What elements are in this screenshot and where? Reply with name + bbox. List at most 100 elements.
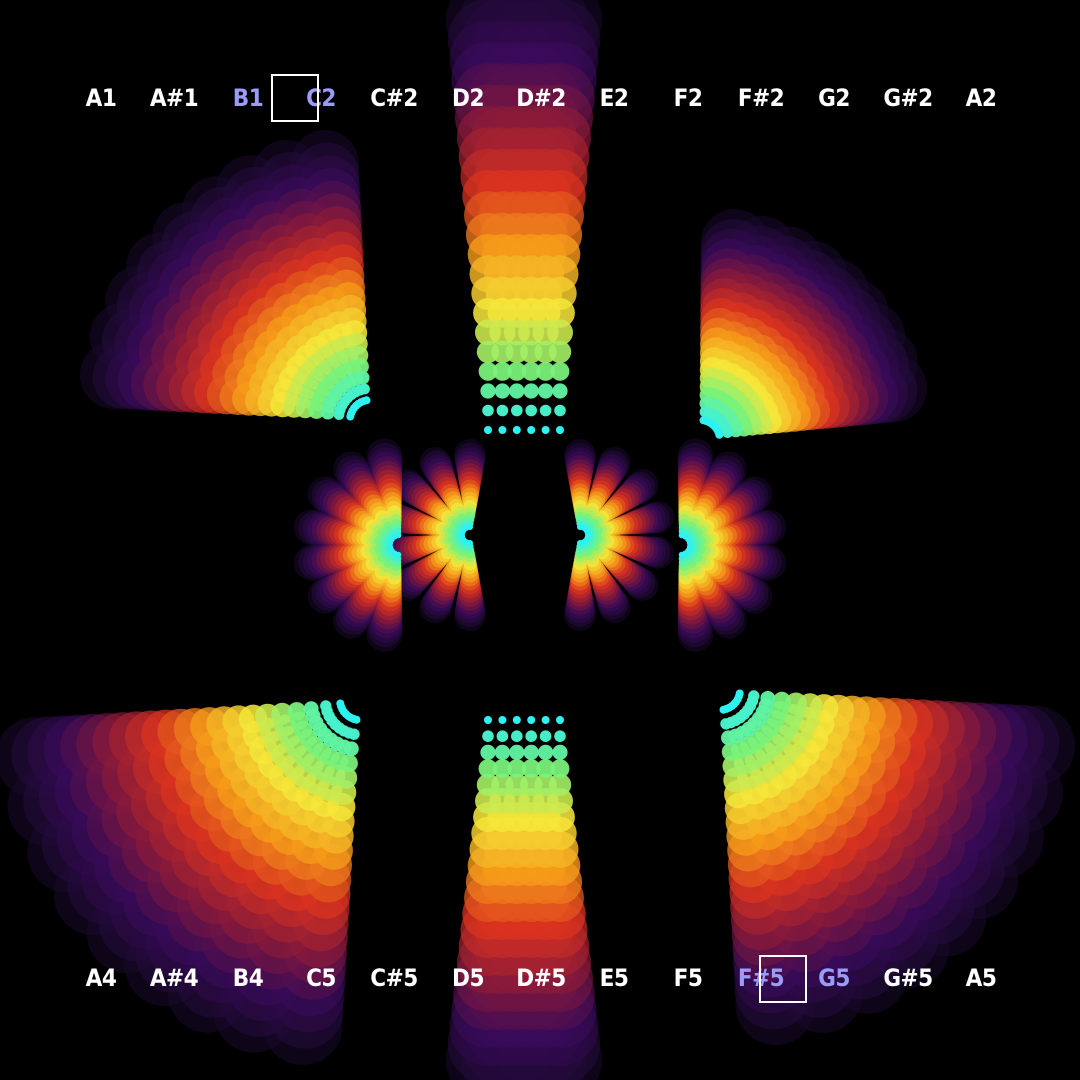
- visualizer-dot: [271, 702, 294, 725]
- visualizer-dot: [484, 426, 492, 434]
- visualizer-dot: [539, 404, 552, 417]
- note-a-sharp-4[interactable]: A#4: [149, 964, 199, 992]
- visualizer-dot: [482, 404, 494, 417]
- visualizer-dot: [556, 716, 564, 724]
- visualizer-dot: [541, 716, 550, 724]
- note-g5[interactable]: G5: [818, 964, 850, 992]
- visualizer-dot: [498, 426, 507, 434]
- visualizer-dot: [359, 383, 370, 395]
- visualizer-dot: [511, 404, 523, 417]
- note-d-sharp-2[interactable]: D#2: [516, 84, 566, 112]
- visualizer-dot: [523, 383, 539, 399]
- note-a5[interactable]: A5: [965, 964, 997, 992]
- note-f5[interactable]: F5: [673, 964, 703, 992]
- note-a2[interactable]: A2: [965, 84, 997, 112]
- visualizer-dot: [554, 404, 566, 417]
- visualizer-dot: [536, 759, 555, 778]
- visualizer-dot: [538, 383, 554, 399]
- note-a4[interactable]: A4: [85, 964, 117, 992]
- visualizer-dot: [480, 383, 496, 399]
- visualizer-dot: [538, 744, 554, 761]
- visualizer-dot: [484, 716, 492, 724]
- note-c5[interactable]: C5: [306, 964, 336, 992]
- visualizer-dot: [395, 532, 402, 539]
- visualizer-dot: [287, 702, 306, 721]
- visualizer-dot: [496, 404, 509, 417]
- visualizer-dot: [545, 298, 575, 328]
- visualizer-dot: [721, 730, 736, 746]
- visualizer-dot: [478, 759, 498, 778]
- note-a-sharp-1[interactable]: A#1: [149, 84, 199, 112]
- visualizer-dot: [494, 383, 510, 399]
- visualizer-dot: [548, 340, 572, 364]
- note-c-sharp-5[interactable]: C#5: [370, 964, 418, 992]
- visualizer-dot: [547, 788, 573, 814]
- note-e2[interactable]: E2: [599, 84, 629, 112]
- visualizer-dot: [722, 427, 733, 438]
- visualizer-dot: [552, 744, 568, 761]
- visualizer-dot: [722, 755, 745, 777]
- note-g-sharp-2[interactable]: G#2: [883, 84, 933, 112]
- visualizer-dot: [512, 716, 521, 724]
- note-e5[interactable]: E5: [599, 964, 629, 992]
- visualizer-dot: [720, 718, 732, 730]
- visualizer-dot: [480, 744, 496, 761]
- note-d-sharp-5[interactable]: D#5: [516, 964, 566, 992]
- visualizer-dot: [493, 362, 512, 381]
- note-d2[interactable]: D2: [452, 84, 484, 112]
- visualizer-dot: [678, 551, 685, 558]
- visualizer-dot: [352, 358, 369, 375]
- visualizer-dot: [525, 404, 537, 417]
- visualizer-dot: [721, 742, 741, 762]
- visualizer-dot: [541, 426, 550, 434]
- visualizer-dot: [525, 730, 537, 742]
- visualizer-dot: [719, 705, 728, 714]
- visualizer-dot: [548, 773, 572, 796]
- visualizer-dot: [512, 426, 521, 434]
- visualizer-dot: [507, 362, 527, 381]
- visualizer-dot: [554, 730, 566, 742]
- top-note-row: A1 A#1 B1 C2 C#2 D2 D#2 E2 F2 F#2 G2 G#2…: [0, 68, 1080, 128]
- visualizer-dot: [493, 759, 512, 778]
- visualizer-dot: [496, 730, 509, 742]
- visualizer-dot: [362, 396, 371, 405]
- visualizer-dot: [552, 383, 568, 399]
- note-b4[interactable]: B4: [232, 964, 264, 992]
- visualizer-dot: [556, 426, 564, 434]
- visualizer-dot: [355, 370, 370, 385]
- bottom-note-row: A4 A#4 B4 C5 C#5 D5 D#5 E5 F5 F#5 G5 G#5…: [0, 948, 1080, 1008]
- note-f-sharp-5[interactable]: F#5: [737, 964, 785, 992]
- visualizer-dot: [527, 716, 536, 724]
- note-g2[interactable]: G2: [818, 84, 850, 112]
- visualizer-dot: [303, 701, 319, 716]
- visualizer-dot: [521, 362, 541, 381]
- visualizer-dot: [539, 730, 552, 742]
- visualizer-dot: [509, 744, 525, 761]
- visualizer-dot: [509, 383, 525, 399]
- visualizer-dot: [550, 362, 570, 381]
- visualizer-dot: [494, 744, 510, 761]
- visualizer-dot: [467, 524, 473, 530]
- visualizer-dot: [336, 699, 345, 708]
- visualizer-dot: [320, 700, 332, 712]
- note-c2[interactable]: C2: [306, 84, 336, 112]
- visualizer-dot: [498, 716, 507, 724]
- note-c-sharp-2[interactable]: C#2: [370, 84, 418, 112]
- visualizer-dot: [523, 744, 539, 761]
- visualizer-dot: [715, 430, 724, 439]
- visualizer-dot: [521, 759, 541, 778]
- note-g-sharp-5[interactable]: G#5: [883, 964, 933, 992]
- note-f2[interactable]: F2: [673, 84, 703, 112]
- visualizer-dot: [536, 362, 555, 381]
- note-d5[interactable]: D5: [452, 964, 484, 992]
- visualizer-dot: [511, 730, 523, 742]
- note-f-sharp-2[interactable]: F#2: [737, 84, 785, 112]
- visualizer-dot: [527, 426, 536, 434]
- note-b1[interactable]: B1: [232, 84, 264, 112]
- visualizer-dot: [482, 730, 494, 742]
- visualizer-dot: [547, 319, 573, 346]
- note-a1[interactable]: A1: [85, 84, 117, 112]
- visualizer-dot: [577, 540, 583, 546]
